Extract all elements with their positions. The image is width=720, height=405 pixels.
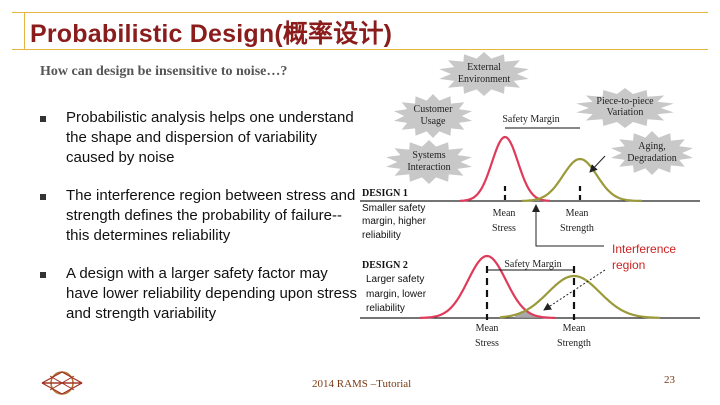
design1-title: DESIGN 1 bbox=[362, 188, 408, 199]
bullet-square-icon bbox=[40, 194, 46, 200]
design2-title: DESIGN 2 bbox=[362, 260, 408, 271]
design2-strength-curve bbox=[499, 274, 660, 319]
footer-text: 2014 RAMS –Tutorial bbox=[312, 378, 412, 390]
aging-arrow bbox=[589, 155, 606, 173]
noise-customer-line1: Customer bbox=[414, 104, 454, 115]
noise-aging-line1: Aging, bbox=[638, 141, 666, 152]
interference-arrow-1 bbox=[532, 204, 604, 247]
design1-mean-stress-2: Stress bbox=[492, 223, 516, 234]
design2-safety-margin: Safety Margin bbox=[504, 259, 561, 270]
design2-mean-strength-2: Strength bbox=[557, 338, 591, 349]
design1-strength-curve bbox=[521, 157, 642, 202]
left-frame-line bbox=[24, 12, 25, 50]
top-frame-line bbox=[12, 12, 708, 13]
noise-customer-line2: Usage bbox=[421, 116, 447, 127]
slide-title: Probabilistic Design(概率设计) bbox=[30, 20, 393, 48]
bullet-list: Probabilistic analysis helps one underst… bbox=[40, 108, 360, 342]
design2-desc-3: reliability bbox=[366, 303, 405, 314]
design1-desc-2: margin, higher bbox=[362, 216, 427, 227]
customer-usage-star bbox=[394, 94, 472, 138]
design2-mean-strength-1: Mean bbox=[563, 323, 586, 334]
design1-mean-strength-1: Mean bbox=[566, 208, 589, 219]
noise-external-line1: External bbox=[467, 62, 501, 73]
page-number: 23 bbox=[664, 374, 675, 386]
design1-desc-1: Smaller safety bbox=[362, 203, 425, 214]
design1-mean-stress-1: Mean bbox=[493, 208, 516, 219]
external-environment-star bbox=[439, 52, 529, 96]
title-underline bbox=[12, 49, 708, 50]
systems-interaction-star bbox=[386, 140, 472, 184]
design1-desc-3: reliability bbox=[362, 230, 401, 241]
design1-stress-curve bbox=[460, 135, 550, 202]
noise-systems-line2: Interaction bbox=[407, 162, 450, 173]
design1-safety-margin: Safety Margin bbox=[502, 114, 559, 125]
noise-systems-line1: Systems bbox=[412, 150, 445, 161]
bullet-square-icon bbox=[40, 272, 46, 278]
design1-mean-strength-2: Strength bbox=[560, 223, 594, 234]
design2-mean-stress-2: Stress bbox=[475, 338, 499, 349]
piece-variation-star bbox=[576, 88, 674, 128]
noise-external-line2: Environment bbox=[458, 74, 510, 85]
slide-subtitle: How can design be insensitive to noise…? bbox=[40, 64, 288, 79]
design2-desc-2: margin, lower bbox=[366, 289, 427, 300]
interference-arrow-2 bbox=[543, 269, 606, 311]
noise-piece-line1: Piece-to-piece bbox=[596, 96, 654, 107]
interference-label-2: region bbox=[612, 258, 645, 272]
design2-stress-curve bbox=[420, 254, 555, 319]
bullet-square-icon bbox=[40, 116, 46, 122]
rams-logo bbox=[41, 371, 83, 395]
bullet-item: The interference region between stress a… bbox=[40, 186, 360, 246]
design2-mean-stress-1: Mean bbox=[476, 323, 499, 334]
bullet-item: A design with a larger safety factor may… bbox=[40, 264, 360, 324]
interference-label-1: Interference bbox=[612, 242, 676, 256]
bullet-item: Probabilistic analysis helps one underst… bbox=[40, 108, 360, 168]
noise-aging-line2: Degradation bbox=[627, 153, 676, 164]
noise-piece-line2: Variation bbox=[607, 107, 644, 118]
aging-degradation-star bbox=[611, 131, 693, 175]
design2-desc-1: Larger safety bbox=[366, 274, 424, 285]
